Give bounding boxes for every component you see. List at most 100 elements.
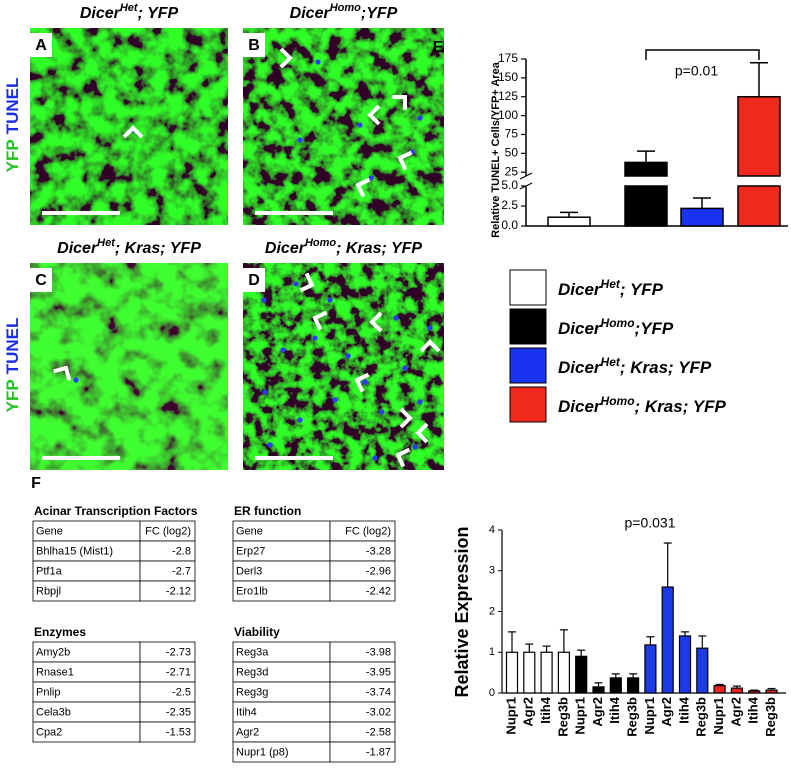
table-title: ER function bbox=[234, 504, 301, 518]
table-text: -2.5 bbox=[172, 686, 191, 698]
panel-title-part: Dicer bbox=[57, 240, 98, 257]
tunel-dot bbox=[261, 297, 267, 303]
y-tick-label: 50 bbox=[505, 146, 519, 160]
table-text: -3.28 bbox=[366, 545, 391, 557]
y-tick-label: 25 bbox=[505, 164, 519, 178]
bar bbox=[678, 635, 692, 694]
table-text: Derl3 bbox=[236, 565, 262, 577]
bar bbox=[540, 651, 553, 694]
panel-title-part: Het bbox=[97, 237, 116, 249]
side-label-part: TUNEL bbox=[3, 318, 22, 375]
y-tick-label: 2.5 bbox=[501, 198, 518, 212]
tunel-dot bbox=[368, 175, 374, 181]
tunel-dot bbox=[267, 442, 273, 448]
p-value: p=0.031 bbox=[625, 515, 676, 531]
bar bbox=[661, 586, 674, 694]
table-title: Viability bbox=[234, 625, 280, 639]
legend-label-part: Het bbox=[601, 277, 621, 291]
panel-letter: F bbox=[31, 475, 41, 492]
panel-title-part: Het bbox=[120, 2, 139, 14]
x-tick-label: Agr2 bbox=[659, 697, 674, 727]
tunel-dot bbox=[345, 353, 351, 359]
y-tick-label: 3 bbox=[489, 565, 495, 577]
legend-swatch bbox=[509, 347, 547, 384]
x-tick-label: Reg3b bbox=[625, 697, 640, 737]
tunel-dot bbox=[402, 365, 408, 371]
y-tick-label: 175 bbox=[498, 51, 518, 65]
legend-label-part: ;YFP bbox=[635, 319, 674, 338]
arrowhead bbox=[397, 150, 413, 171]
bar bbox=[575, 655, 588, 694]
tunel-dot bbox=[362, 379, 368, 385]
table-text: -2.58 bbox=[366, 726, 391, 738]
x-tick-label: Agr2 bbox=[521, 697, 536, 727]
panel-title-part: Homo bbox=[330, 2, 361, 14]
legend-label-part: Dicer bbox=[558, 280, 602, 299]
legend-label-part: Dicer bbox=[558, 358, 602, 377]
table-text: -2.96 bbox=[366, 565, 391, 577]
tunel-dot bbox=[357, 122, 363, 128]
table-text: -3.74 bbox=[366, 686, 391, 698]
x-tick-label: Itih4 bbox=[746, 696, 761, 723]
x-tick-label: Itih4 bbox=[676, 696, 691, 723]
table-text: Gene bbox=[236, 525, 263, 537]
side-label-part: YFP bbox=[3, 379, 22, 412]
arrowhead bbox=[395, 447, 411, 468]
bar bbox=[624, 185, 668, 227]
legend-swatch bbox=[509, 386, 547, 423]
bar bbox=[730, 687, 744, 694]
panel-letter-box bbox=[30, 33, 52, 57]
table-text: -2.73 bbox=[166, 646, 191, 658]
x-tick-label: Itih4 bbox=[607, 696, 622, 723]
arrowhead bbox=[419, 339, 441, 353]
table-text: Rbpjl bbox=[36, 585, 61, 597]
panel-letter-box bbox=[243, 33, 265, 57]
panel-title: DicerHomo;YFP bbox=[290, 2, 398, 22]
panel-letter: A bbox=[35, 37, 47, 54]
micrograph bbox=[30, 263, 228, 470]
table-text: Ptf1a bbox=[36, 565, 63, 577]
panel-letter: D bbox=[248, 272, 260, 289]
axis-break bbox=[519, 182, 533, 190]
table-text: Agr2 bbox=[236, 726, 259, 738]
legend-label-part: Homo bbox=[601, 316, 635, 330]
arrowhead bbox=[279, 47, 293, 69]
y-tick-label: 75 bbox=[505, 127, 519, 141]
panel-letter-box bbox=[243, 268, 265, 292]
arrowhead bbox=[354, 372, 370, 393]
axis-break bbox=[519, 172, 533, 180]
y-tick-label: 5.0 bbox=[501, 178, 518, 192]
table-text: Bhlha15 (Mist1) bbox=[36, 545, 113, 557]
panel-letter: B bbox=[248, 37, 260, 54]
arrowhead bbox=[299, 272, 315, 293]
tunel-dot bbox=[280, 347, 286, 353]
bar bbox=[505, 651, 519, 694]
table-text: Cpa2 bbox=[36, 726, 62, 738]
arrowhead bbox=[399, 407, 413, 429]
table-text: -2.7 bbox=[172, 565, 191, 577]
bar bbox=[557, 651, 571, 694]
table-text: -2.42 bbox=[366, 585, 391, 597]
legend-label-part: Het bbox=[601, 355, 621, 369]
x-tick-label: Agr2 bbox=[728, 697, 743, 727]
panel-title-part: Dicer bbox=[265, 240, 306, 257]
x-tick-label: Nupr1 bbox=[642, 697, 657, 735]
table-text: FC (log2) bbox=[145, 525, 191, 537]
panel-title-part: Homo bbox=[305, 237, 336, 249]
table-text: -3.02 bbox=[366, 706, 391, 718]
x-tick-label: Nupr1 bbox=[573, 697, 588, 735]
y-axis-label: Relative Expression bbox=[452, 526, 472, 697]
bar bbox=[523, 651, 536, 694]
y-tick-label: 125 bbox=[498, 89, 518, 103]
bar bbox=[547, 216, 591, 227]
panel-letter: E bbox=[433, 39, 444, 56]
x-tick-label: Nupr1 bbox=[503, 697, 518, 735]
bar bbox=[624, 161, 668, 177]
micrograph bbox=[243, 28, 444, 225]
arrowhead bbox=[355, 177, 371, 198]
panel-title-part: ; Kras; YFP bbox=[115, 240, 201, 257]
legend-label-part: Homo bbox=[601, 394, 635, 408]
table-text: Ero1lb bbox=[236, 585, 268, 597]
table-text: Pnlip bbox=[36, 686, 60, 698]
table-cell bbox=[139, 721, 196, 743]
